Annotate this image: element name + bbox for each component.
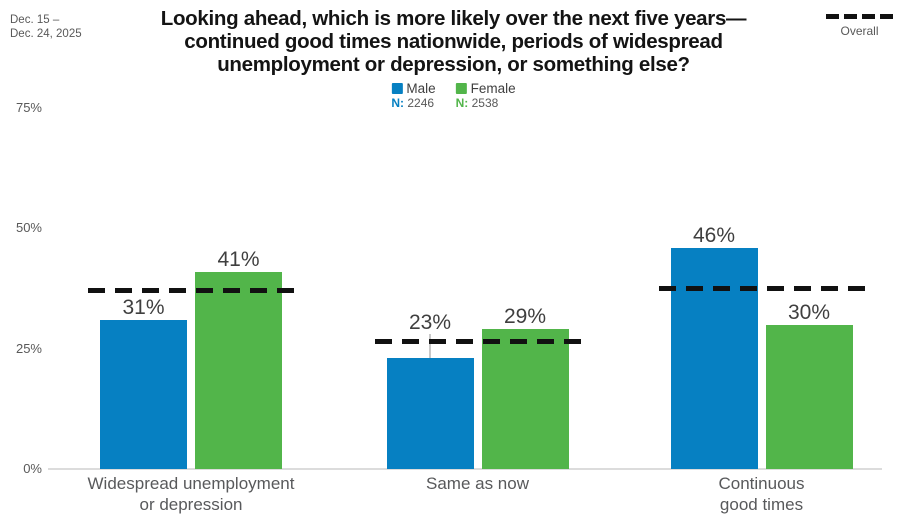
bar-value-label: 31% [122, 295, 165, 319]
series-legend: Male N: 2246 Female N: 2538 [391, 81, 516, 110]
y-axis-tick-label: 75% [15, 100, 42, 116]
overall-value-dashed-line [374, 338, 581, 344]
bar-male-2[interactable] [670, 247, 758, 469]
legend-series-name: Male [406, 81, 436, 96]
y-axis-tick-label: 25% [15, 340, 42, 356]
n-value: 2538 [471, 96, 499, 110]
legend-series-name: Female [470, 81, 516, 96]
overall-dashed-line-icon [826, 14, 893, 19]
overall-legend-label: Overall [840, 24, 879, 38]
n-prefix: N: [391, 96, 408, 110]
bar-female-1[interactable] [481, 329, 569, 469]
bar-value-label: 46% [692, 223, 736, 247]
overall-legend: Overall [826, 14, 893, 38]
bar-value-label: 23% [408, 310, 452, 334]
bar-male-0[interactable] [100, 319, 187, 469]
value-label-leader-line [429, 333, 431, 359]
bar-female-2[interactable] [765, 324, 853, 469]
bar-value-label: 30% [787, 300, 831, 324]
overall-value-dashed-line [88, 288, 294, 294]
legend-item-female[interactable]: Female N: 2538 [455, 81, 516, 110]
n-prefix: N: [455, 96, 472, 110]
y-axis-tick-label: 50% [15, 220, 42, 236]
legend-sample-size: N: 2538 [456, 97, 499, 110]
chart-title: Looking ahead, which is more likely over… [160, 7, 747, 76]
category-label: Same as now [426, 474, 529, 493]
y-axis-tick-label: 0% [23, 461, 42, 476]
n-value: 2246 [407, 96, 435, 110]
bar-male-1[interactable] [386, 358, 474, 469]
legend-item-male[interactable]: Male N: 2246 [391, 81, 436, 110]
date-range-label: Dec. 15 – Dec. 24, 2025 [10, 14, 82, 40]
legend-swatch-icon [455, 83, 467, 94]
category-label: Widespread unemployment or depression [87, 474, 295, 514]
legend-swatch-icon [391, 83, 403, 94]
legend-sample-size: N: 2246 [391, 97, 434, 110]
bar-value-label: 29% [503, 305, 547, 329]
overall-value-dashed-line [658, 286, 865, 291]
bar-value-label: 41% [217, 247, 260, 271]
bar-female-0[interactable] [195, 271, 282, 469]
category-label: Continuous good times [718, 474, 805, 514]
x-axis-baseline [48, 468, 882, 470]
